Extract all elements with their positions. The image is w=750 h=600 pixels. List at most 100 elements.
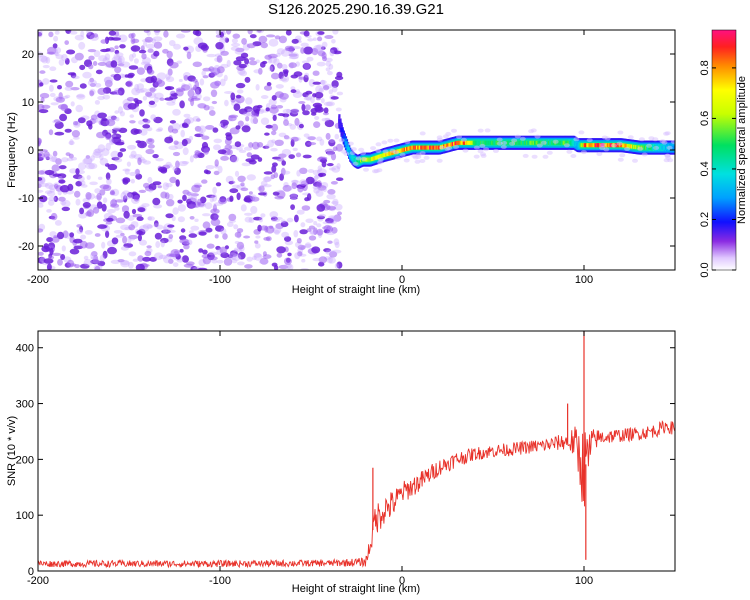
noise-speckle <box>324 35 334 39</box>
noise-speckle <box>216 66 225 74</box>
halo-speckle <box>403 158 410 163</box>
noise-speckle <box>270 216 278 221</box>
halo-speckle <box>375 148 382 153</box>
noise-speckle <box>38 30 43 38</box>
noise-speckle <box>108 30 117 36</box>
noise-speckle <box>130 150 137 158</box>
noise-speckle <box>235 94 242 99</box>
noise-speckle <box>169 176 177 184</box>
noise-speckle <box>244 212 253 216</box>
noise-speckle <box>153 204 163 209</box>
noise-speckle <box>106 209 116 214</box>
noise-speckle <box>65 152 71 157</box>
noise-speckle <box>52 252 62 256</box>
noise-speckle <box>249 57 255 61</box>
noise-speckle <box>155 241 161 248</box>
noise-speckle <box>246 43 256 49</box>
noise-speckle <box>215 245 221 251</box>
halo-speckle <box>451 128 457 133</box>
halo-speckle <box>480 153 487 158</box>
noise-speckle <box>329 251 338 258</box>
halo-speckle <box>462 148 469 153</box>
noise-speckle <box>56 231 65 240</box>
noise-speckle <box>235 47 245 53</box>
noise-speckle <box>262 145 270 149</box>
noise-speckle <box>69 139 74 146</box>
noise-speckle <box>323 85 330 91</box>
ridge-cell <box>338 119 341 124</box>
noise-speckle <box>141 203 150 208</box>
ridge-cell <box>514 140 517 145</box>
bottom-x-axis-label: Height of straight line (km) <box>292 583 420 595</box>
noise-speckle <box>88 64 94 70</box>
noise-speckle <box>283 257 292 265</box>
noise-speckle <box>282 108 292 114</box>
noise-speckle <box>102 197 108 203</box>
noise-speckle <box>253 253 263 261</box>
noise-speckle <box>167 68 173 76</box>
halo-speckle <box>646 143 653 148</box>
noise-speckle <box>105 134 111 140</box>
noise-speckle <box>320 98 325 104</box>
noise-speckle <box>115 199 125 203</box>
halo-speckle <box>663 158 670 163</box>
noise-speckle <box>252 255 257 261</box>
x-tick-label: -100 <box>209 274 231 286</box>
noise-speckle <box>231 38 238 44</box>
noise-speckle <box>106 217 114 222</box>
noise-speckle <box>38 138 42 146</box>
noise-speckle <box>238 149 247 153</box>
noise-speckle <box>318 213 326 218</box>
noise-speckle <box>319 80 327 85</box>
noise-speckle <box>88 55 95 61</box>
halo-speckle <box>377 157 384 162</box>
noise-speckle <box>329 139 336 143</box>
noise-speckle <box>55 96 65 103</box>
noise-speckle <box>321 52 327 59</box>
noise-speckle <box>281 64 288 70</box>
noise-speckle <box>183 113 191 118</box>
noise-speckle <box>206 53 217 58</box>
noise-speckle <box>313 121 321 128</box>
noise-speckle <box>97 62 107 66</box>
noise-speckle <box>113 73 122 81</box>
noise-speckle <box>176 33 186 39</box>
noise-speckle <box>312 257 322 262</box>
noise-speckle <box>120 232 125 237</box>
noise-speckle <box>130 45 141 52</box>
noise-speckle <box>166 199 175 207</box>
noise-speckle <box>262 184 272 188</box>
noise-speckle <box>99 184 110 190</box>
colorbar-gradient <box>711 29 737 271</box>
noise-speckle <box>321 41 328 48</box>
x-tick-label: -100 <box>209 575 231 587</box>
ridge-cell <box>633 144 636 149</box>
noise-speckle <box>48 199 55 206</box>
halo-speckle <box>637 146 644 151</box>
noise-speckle <box>330 47 338 54</box>
noise-speckle <box>276 246 286 254</box>
noise-speckle <box>283 135 290 140</box>
noise-speckle <box>202 221 211 229</box>
noise-speckle <box>198 248 204 253</box>
noise-speckle <box>318 172 327 177</box>
noise-speckle <box>196 103 205 108</box>
noise-speckle <box>271 123 279 132</box>
noise-speckle <box>75 104 83 113</box>
noise-speckle <box>250 194 257 201</box>
noise-speckle <box>115 217 126 224</box>
noise-speckle <box>147 216 155 221</box>
noise-speckle <box>302 154 312 159</box>
noise-speckle <box>234 141 242 148</box>
halo-speckle <box>436 158 443 163</box>
noise-speckle <box>183 263 194 268</box>
noise-speckle <box>85 211 92 217</box>
noise-speckle <box>51 164 60 172</box>
noise-speckle <box>132 258 139 262</box>
noise-speckle <box>277 62 283 69</box>
noise-speckle <box>288 186 293 191</box>
noise-speckle <box>72 136 80 140</box>
noise-speckle <box>169 252 176 259</box>
noise-speckle <box>85 162 95 170</box>
noise-speckle <box>165 161 172 167</box>
